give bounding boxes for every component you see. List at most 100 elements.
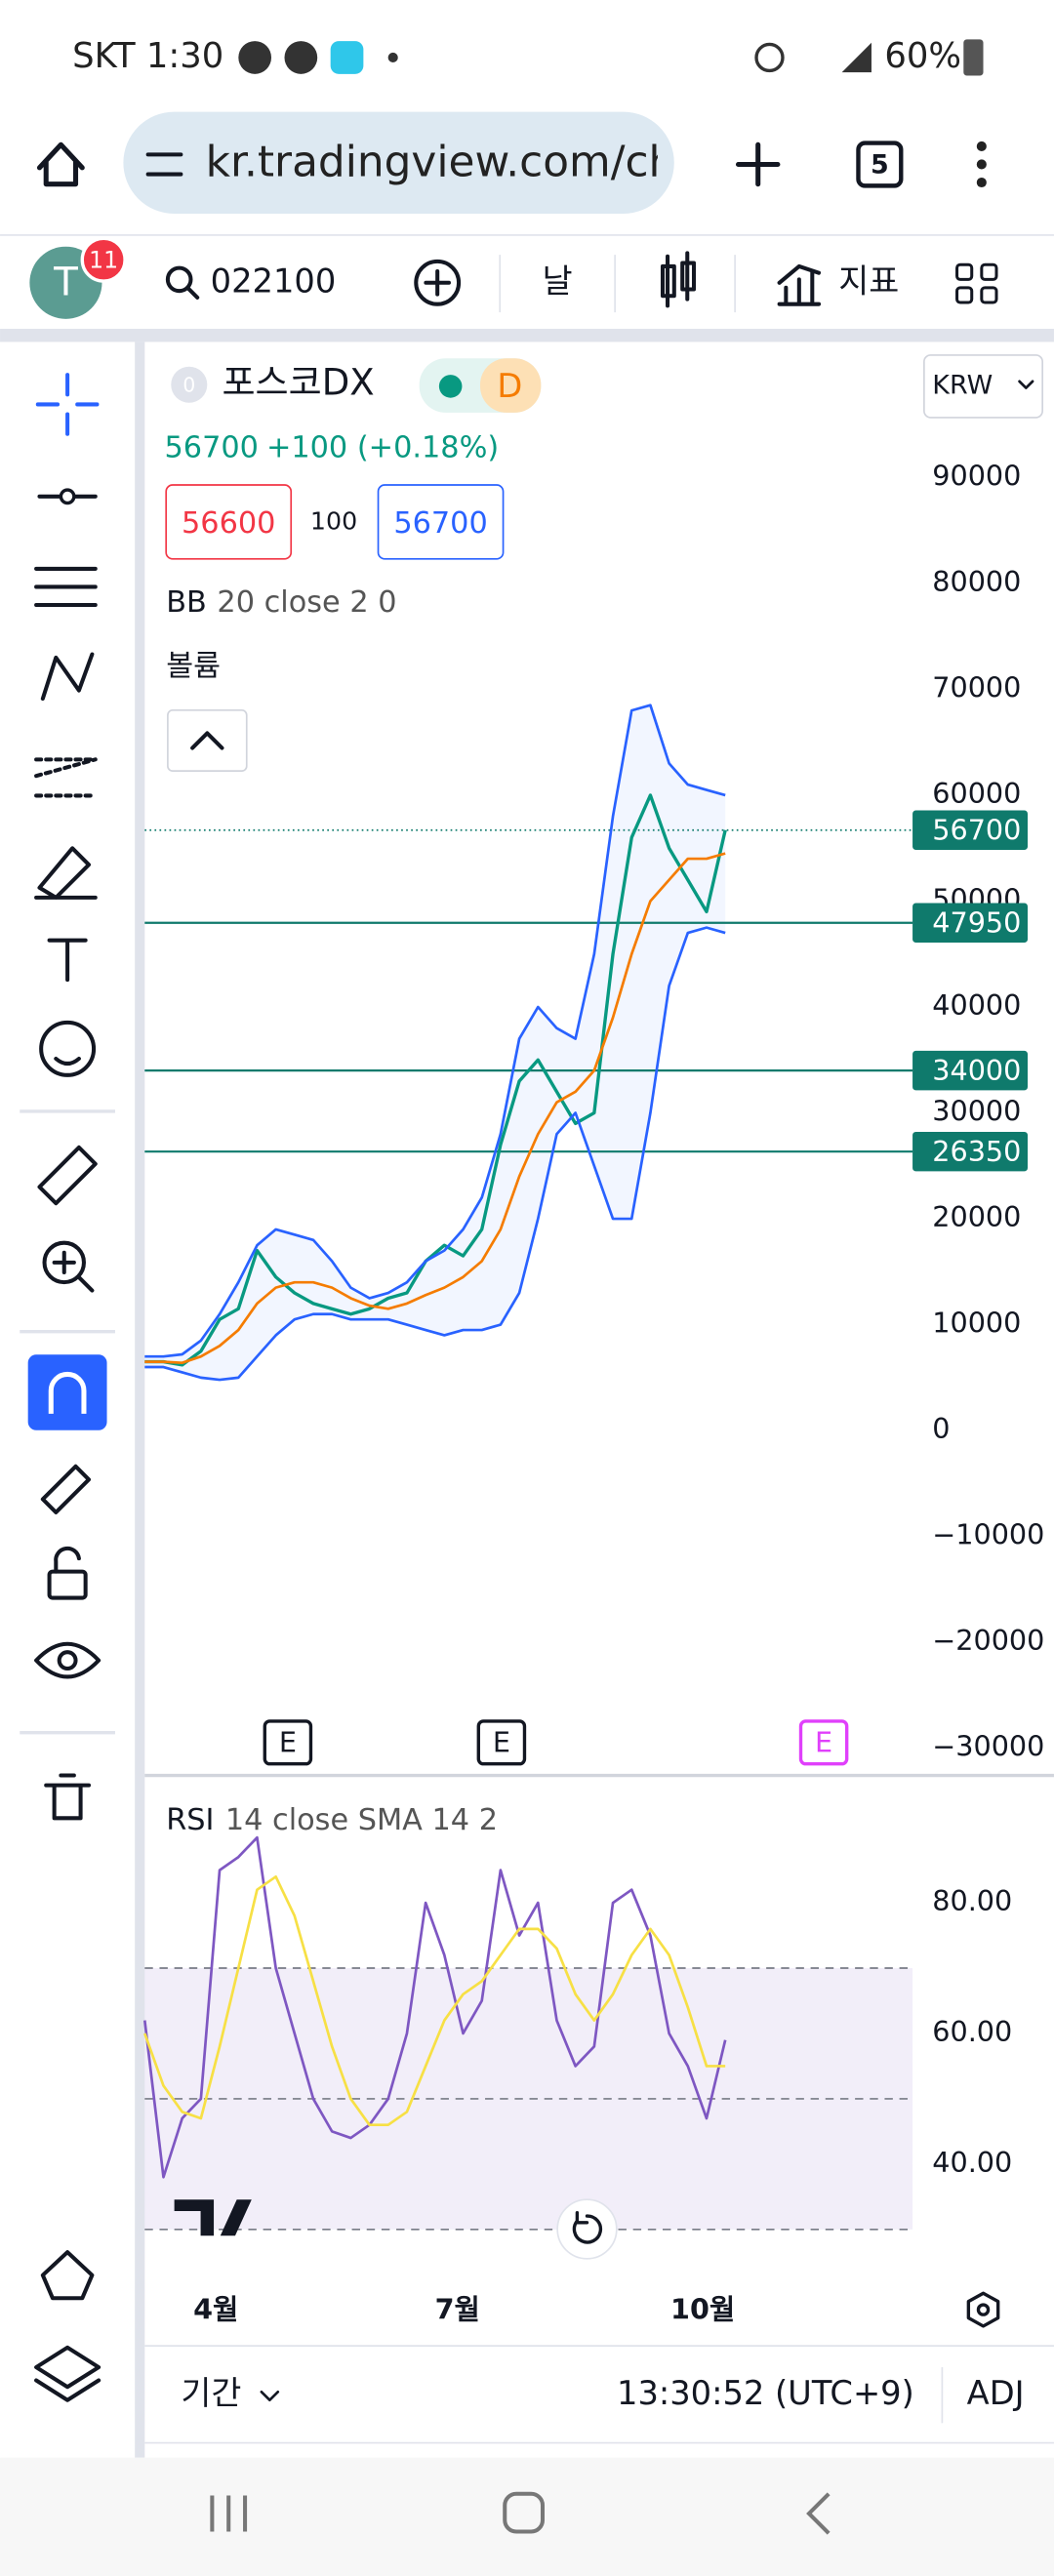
url-bar[interactable] [123,111,674,215]
home-nav[interactable] [503,2491,546,2534]
status-time: SKT 1:30 [72,36,223,76]
collapse-icon [190,731,224,750]
url: kr.tradingview.com/cha [206,137,703,186]
y-tick-label: 40.00 [932,2146,1012,2179]
symbol-name: 포스코DX [222,362,374,404]
y-tick-label: 30000 [932,1095,1021,1128]
adj-button[interactable]: ADJ [967,2374,1025,2412]
badge-count: 11 [89,246,118,273]
series-line [144,926,726,1382]
x-tick-label: 7월 [435,2293,480,2326]
delay-pill [479,358,542,413]
menu-button[interactable] [976,141,987,188]
series-line [142,1835,727,2179]
battery-icon [963,39,984,76]
event-marker[interactable] [263,1719,313,1766]
y-tick-label: 0 [932,1412,950,1445]
y-tick-label: 80.00 [932,1884,1012,1917]
rsi-name: RSI [166,1803,214,1837]
last-price-label: 56700 [932,813,1021,846]
series-line [143,1874,726,2127]
indicators[interactable]: 지표 [838,262,899,300]
drawing-tools[interactable] [27,373,107,2402]
price-tag-label: 47950 [932,906,1021,939]
compare-button[interactable] [414,259,462,306]
last-price: 56700 [165,430,259,464]
clock: 13:30:52 (UTC+9) [617,2374,914,2412]
event-label: E [279,1726,297,1759]
sell-button[interactable] [165,484,293,560]
symbol[interactable]: 022100 [211,262,337,300]
collapse-legend[interactable] [167,708,248,772]
range-button[interactable]: 기간 [181,2374,241,2412]
nav-bar [0,2457,1054,2576]
event-label: E [815,1726,832,1759]
buy-button[interactable] [377,484,505,560]
recent-apps[interactable] [210,2495,248,2532]
sell-price: 56600 [182,506,275,541]
delay-flag: D [497,367,522,405]
battery: 60% [884,36,961,76]
y-tick-label: −10000 [932,1518,1044,1551]
layout-button[interactable] [955,262,998,304]
last-price-tag [912,810,1029,850]
buy-price: 56700 [393,506,487,541]
bb-name: BB [166,585,207,620]
tab-count: 5 [871,150,889,181]
range-caret [260,2390,280,2402]
reset-icon [572,2210,603,2244]
separator [0,328,1054,342]
interval[interactable]: 날 [543,262,573,300]
price-tag-label: 34000 [932,1054,1021,1087]
y-tick-label: 70000 [932,670,1021,704]
search-icon[interactable] [165,265,200,300]
y-tick-label: 10000 [932,1307,1021,1340]
y-tick-label: 40000 [932,988,1021,1022]
series-line [144,793,727,1367]
home-button[interactable] [36,141,85,187]
chart-type[interactable] [660,251,697,308]
y-tick-label: −20000 [932,1624,1044,1657]
y-tick-label: 60.00 [932,2015,1012,2048]
event-label: E [493,1726,510,1759]
logo-badge: 0 [182,373,195,396]
tv-logo [174,2199,252,2236]
new-tab[interactable] [735,141,781,187]
x-tick-label: 4월 [193,2293,238,2326]
price-tag [912,1131,1029,1172]
reset-button[interactable] [556,2198,618,2260]
volume-name: 볼륨 [166,650,221,684]
chart-area: 9000080000700006000050000400003000020000… [142,459,1044,2326]
bb-fill [144,704,726,1381]
currency-caret [1018,380,1034,389]
site-settings[interactable] [145,152,183,177]
event-marker[interactable] [476,1719,527,1766]
settings-button[interactable] [966,2291,1000,2328]
back-nav[interactable] [806,2492,831,2535]
status-icons [238,41,872,74]
logo [171,366,208,403]
settings-dot [976,2303,991,2316]
y-tick-label: −30000 [932,1730,1044,1763]
indicators-icon[interactable] [777,263,822,306]
y-tick-label: 80000 [932,565,1021,598]
avatar-letter: T [53,258,78,304]
spread: 100 [310,507,357,536]
tabs-button[interactable] [856,141,904,188]
change: +100 (+0.18%) [266,430,499,464]
series-line [144,852,726,1365]
price-tag [912,903,1029,943]
currency: KRW [932,370,993,400]
event-marker[interactable] [798,1719,849,1766]
currency-button[interactable] [923,354,1044,419]
y-tick-label: 90000 [932,459,1021,492]
price-tag [912,1050,1029,1091]
badge [80,236,127,283]
market-open [438,375,463,398]
separator [135,342,145,2458]
x-tick-label: 10월 [670,2293,735,2326]
y-tick-label: 20000 [932,1200,1021,1233]
rsi-params: 14 close SMA 14 2 [225,1803,498,1837]
